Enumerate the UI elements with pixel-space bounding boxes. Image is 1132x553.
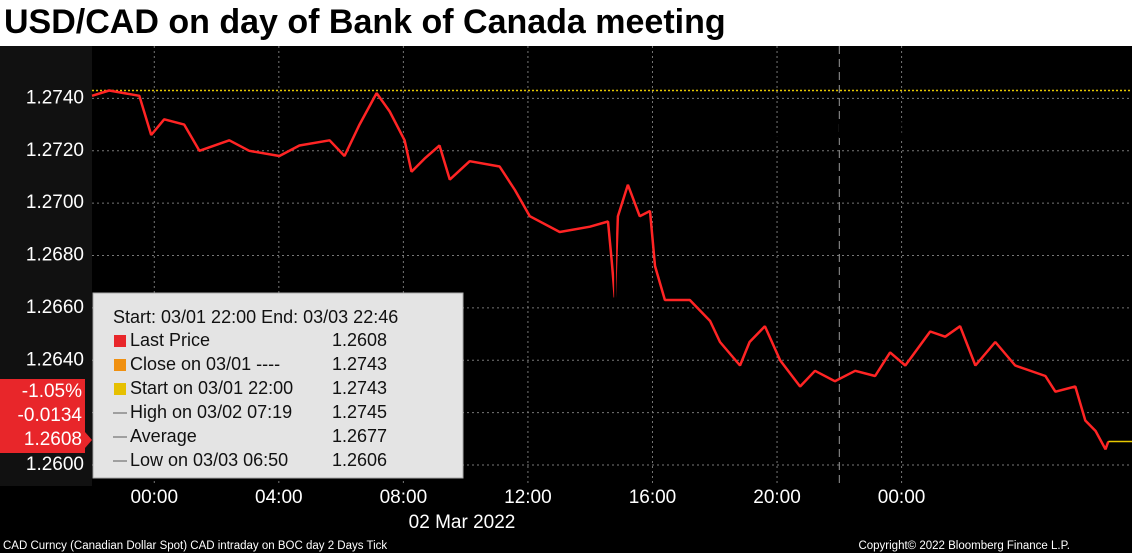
- last-label-pointer: [85, 432, 92, 448]
- y-tick-label: 1.2740: [26, 87, 84, 108]
- legend-header: Start: 03/01 22:00 End: 03/03 22:46: [113, 307, 398, 327]
- last-label: 1.2608: [24, 429, 82, 450]
- x-tick-label: 20:00: [753, 487, 801, 508]
- last-label-box: [0, 379, 85, 453]
- y-tick-label: 1.2640: [26, 349, 84, 370]
- price-line: [91, 89, 1110, 450]
- legend-label: Last Price: [130, 330, 210, 350]
- legend-value: 1.2677: [332, 426, 387, 446]
- chart-title: USD/CAD on day of Bank of Canada meeting: [4, 3, 726, 41]
- footer-right: Copyright© 2022 Bloomberg Finance L.P.: [858, 540, 1070, 552]
- y-tick-label: 1.2700: [26, 192, 84, 213]
- legend-value: 1.2745: [332, 402, 387, 422]
- title-band: [0, 0, 1132, 46]
- last-label: -0.0134: [18, 405, 83, 426]
- x-tick-label: 16:00: [629, 487, 677, 508]
- legend-value: 1.2608: [332, 330, 387, 350]
- legend-label: Average: [130, 426, 197, 446]
- x-tick-label: 08:00: [380, 487, 428, 508]
- last-label: -1.05%: [22, 381, 82, 402]
- event-label: BoC Announcement: [631, 112, 906, 145]
- x-axis-panel: [0, 486, 1132, 553]
- legend-label: Start on 03/01 22:00: [130, 378, 293, 398]
- x-tick-label: 04:00: [255, 487, 303, 508]
- footer-left: CAD Curncy (Canadian Dollar Spot) CAD in…: [3, 540, 387, 552]
- x-tick-label: 12:00: [504, 487, 552, 508]
- y-tick-label: 1.2720: [26, 140, 84, 161]
- x-date-label: 02 Mar 2022: [409, 512, 516, 533]
- legend-label: Low on 03/03 06:50: [130, 450, 288, 470]
- legend-label: High on 03/02 07:19: [130, 402, 292, 422]
- y-tick-label: 1.2680: [26, 245, 84, 266]
- legend-marker: [114, 335, 126, 347]
- y-tick-label: 1.2660: [26, 297, 84, 318]
- x-tick-label: 00:00: [878, 487, 926, 508]
- legend-box: [92, 292, 464, 479]
- legend-label: Close on 03/01 ----: [130, 354, 280, 374]
- x-tick-label: 00:00: [131, 487, 179, 508]
- legend-marker: [114, 383, 126, 395]
- y-tick-label: 1.2600: [26, 454, 84, 475]
- legend-value: 1.2743: [332, 378, 387, 398]
- legend-value: 1.2606: [332, 450, 387, 470]
- legend-value: 1.2743: [332, 354, 387, 374]
- legend-marker: [114, 359, 126, 371]
